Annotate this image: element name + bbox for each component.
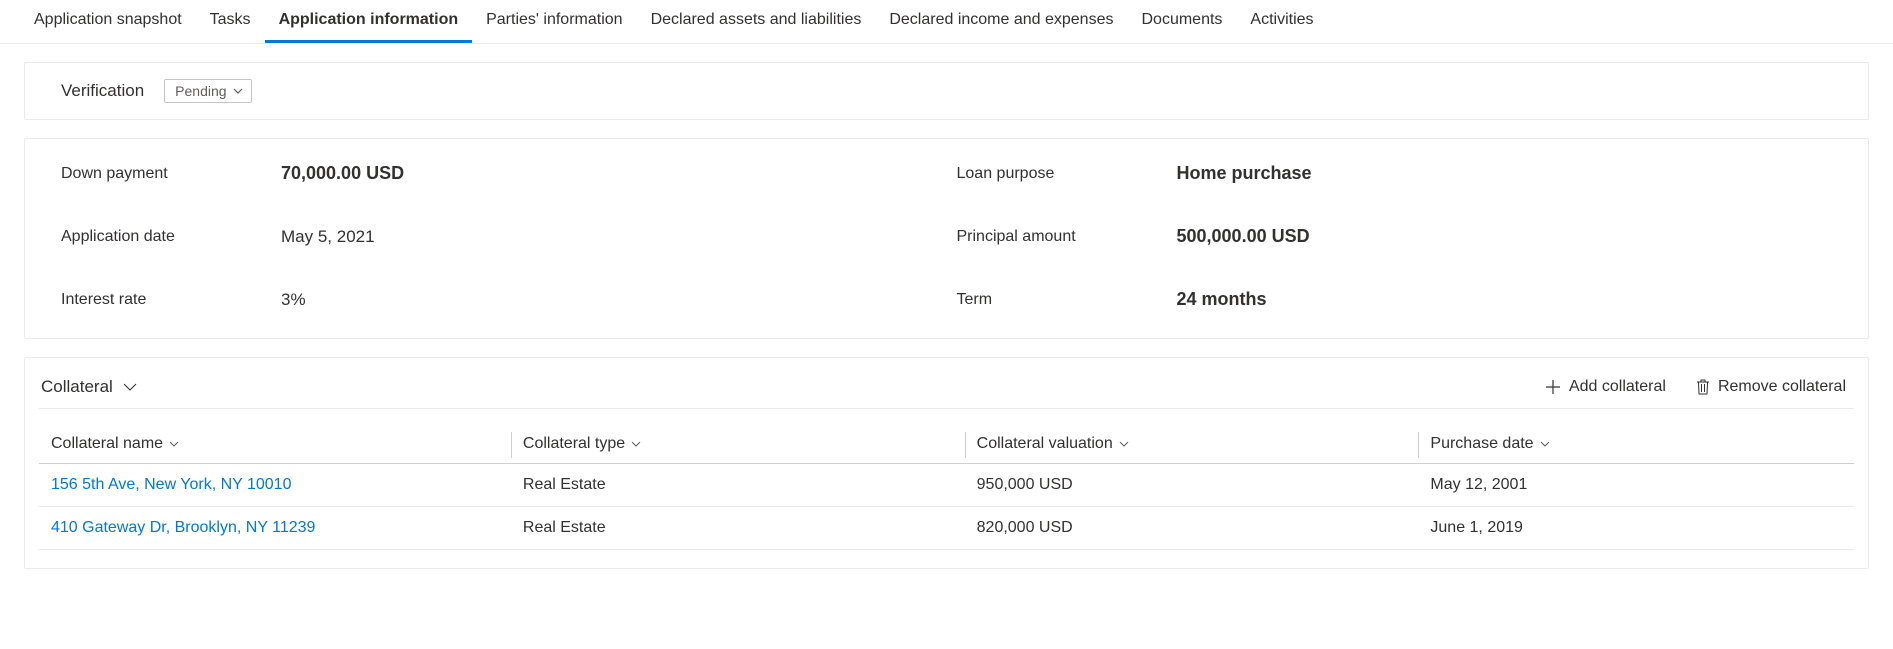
collateral-valuation-cell: 820,000 USD bbox=[965, 507, 1419, 550]
down-payment-value: 70,000.00 USD bbox=[281, 163, 937, 184]
tab-label: Declared income and expenses bbox=[889, 11, 1113, 29]
trash-icon bbox=[1696, 379, 1710, 395]
term-value: 24 months bbox=[1177, 289, 1833, 310]
tab-label: Documents bbox=[1141, 11, 1222, 29]
col-label: Collateral valuation bbox=[977, 435, 1113, 453]
details-card: Down payment 70,000.00 USD Loan purpose … bbox=[24, 138, 1869, 339]
collateral-actions: Add collateral Remove collateral bbox=[1539, 374, 1852, 400]
term-label: Term bbox=[957, 291, 1157, 309]
chevron-down-icon[interactable] bbox=[123, 383, 137, 392]
collateral-purchase-date-cell: June 1, 2019 bbox=[1418, 507, 1854, 550]
table-row[interactable]: 156 5th Ave, New York, NY 10010 Real Est… bbox=[39, 464, 1854, 507]
tab-documents[interactable]: Documents bbox=[1127, 0, 1236, 43]
col-collateral-type[interactable]: Collateral type bbox=[511, 427, 965, 464]
add-collateral-label: Add collateral bbox=[1569, 378, 1666, 396]
verification-status-value: Pending bbox=[175, 83, 226, 99]
verification-title: Verification bbox=[61, 81, 144, 101]
tab-application-snapshot[interactable]: Application snapshot bbox=[20, 0, 196, 43]
collateral-title: Collateral bbox=[41, 377, 113, 397]
tab-parties-information[interactable]: Parties' information bbox=[472, 0, 636, 43]
tab-label: Application information bbox=[279, 11, 459, 29]
application-date-label: Application date bbox=[61, 228, 261, 246]
add-collateral-button[interactable]: Add collateral bbox=[1539, 374, 1672, 400]
table-row[interactable]: 410 Gateway Dr, Brooklyn, NY 11239 Real … bbox=[39, 507, 1854, 550]
principal-amount-value: 500,000.00 USD bbox=[1177, 226, 1833, 247]
details-grid: Down payment 70,000.00 USD Loan purpose … bbox=[61, 163, 1832, 310]
tab-label: Tasks bbox=[210, 11, 251, 29]
remove-collateral-button[interactable]: Remove collateral bbox=[1690, 374, 1852, 400]
verification-bar: Verification Pending bbox=[25, 63, 1868, 119]
collateral-purchase-date-cell: May 12, 2001 bbox=[1418, 464, 1854, 507]
verification-card: Verification Pending bbox=[24, 62, 1869, 120]
tab-declared-assets-liabilities[interactable]: Declared assets and liabilities bbox=[637, 0, 876, 43]
principal-amount-label: Principal amount bbox=[957, 228, 1157, 246]
tab-tasks[interactable]: Tasks bbox=[196, 0, 265, 43]
chevron-down-icon bbox=[233, 88, 243, 94]
collateral-table: Collateral name Collateral type Collater… bbox=[39, 427, 1854, 550]
tab-activities[interactable]: Activities bbox=[1236, 0, 1327, 43]
collateral-header: Collateral Add collateral Remove collate… bbox=[39, 370, 1854, 409]
interest-rate-value: 3% bbox=[281, 290, 937, 310]
chevron-down-icon bbox=[169, 441, 179, 447]
tab-application-information[interactable]: Application information bbox=[265, 0, 473, 43]
tab-label: Activities bbox=[1250, 11, 1313, 29]
verification-status-dropdown[interactable]: Pending bbox=[164, 79, 251, 103]
application-date-value: May 5, 2021 bbox=[281, 227, 937, 247]
col-purchase-date[interactable]: Purchase date bbox=[1418, 427, 1854, 464]
remove-collateral-label: Remove collateral bbox=[1718, 378, 1846, 396]
down-payment-label: Down payment bbox=[61, 165, 261, 183]
tab-label: Parties' information bbox=[486, 11, 622, 29]
collateral-type-cell: Real Estate bbox=[511, 507, 965, 550]
col-label: Purchase date bbox=[1430, 435, 1533, 453]
tab-declared-income-expenses[interactable]: Declared income and expenses bbox=[875, 0, 1127, 43]
collateral-name-link[interactable]: 410 Gateway Dr, Brooklyn, NY 11239 bbox=[51, 519, 315, 536]
collateral-valuation-cell: 950,000 USD bbox=[965, 464, 1419, 507]
chevron-down-icon bbox=[1540, 441, 1550, 447]
collateral-title-wrap: Collateral bbox=[41, 377, 137, 397]
col-collateral-valuation[interactable]: Collateral valuation bbox=[965, 427, 1419, 464]
loan-purpose-value: Home purchase bbox=[1177, 163, 1833, 184]
collateral-type-cell: Real Estate bbox=[511, 464, 965, 507]
table-header-row: Collateral name Collateral type Collater… bbox=[39, 427, 1854, 464]
collateral-name-link[interactable]: 156 5th Ave, New York, NY 10010 bbox=[51, 476, 291, 493]
interest-rate-label: Interest rate bbox=[61, 291, 261, 309]
col-label: Collateral type bbox=[523, 435, 625, 453]
tabs-bar: Application snapshot Tasks Application i… bbox=[0, 0, 1893, 44]
loan-purpose-label: Loan purpose bbox=[957, 165, 1157, 183]
tab-label: Declared assets and liabilities bbox=[651, 11, 862, 29]
chevron-down-icon bbox=[631, 441, 641, 447]
col-collateral-name[interactable]: Collateral name bbox=[39, 427, 511, 464]
tab-label: Application snapshot bbox=[34, 11, 182, 29]
plus-icon bbox=[1545, 379, 1561, 395]
collateral-card: Collateral Add collateral Remove collate… bbox=[24, 357, 1869, 569]
col-label: Collateral name bbox=[51, 435, 163, 453]
chevron-down-icon bbox=[1119, 441, 1129, 447]
